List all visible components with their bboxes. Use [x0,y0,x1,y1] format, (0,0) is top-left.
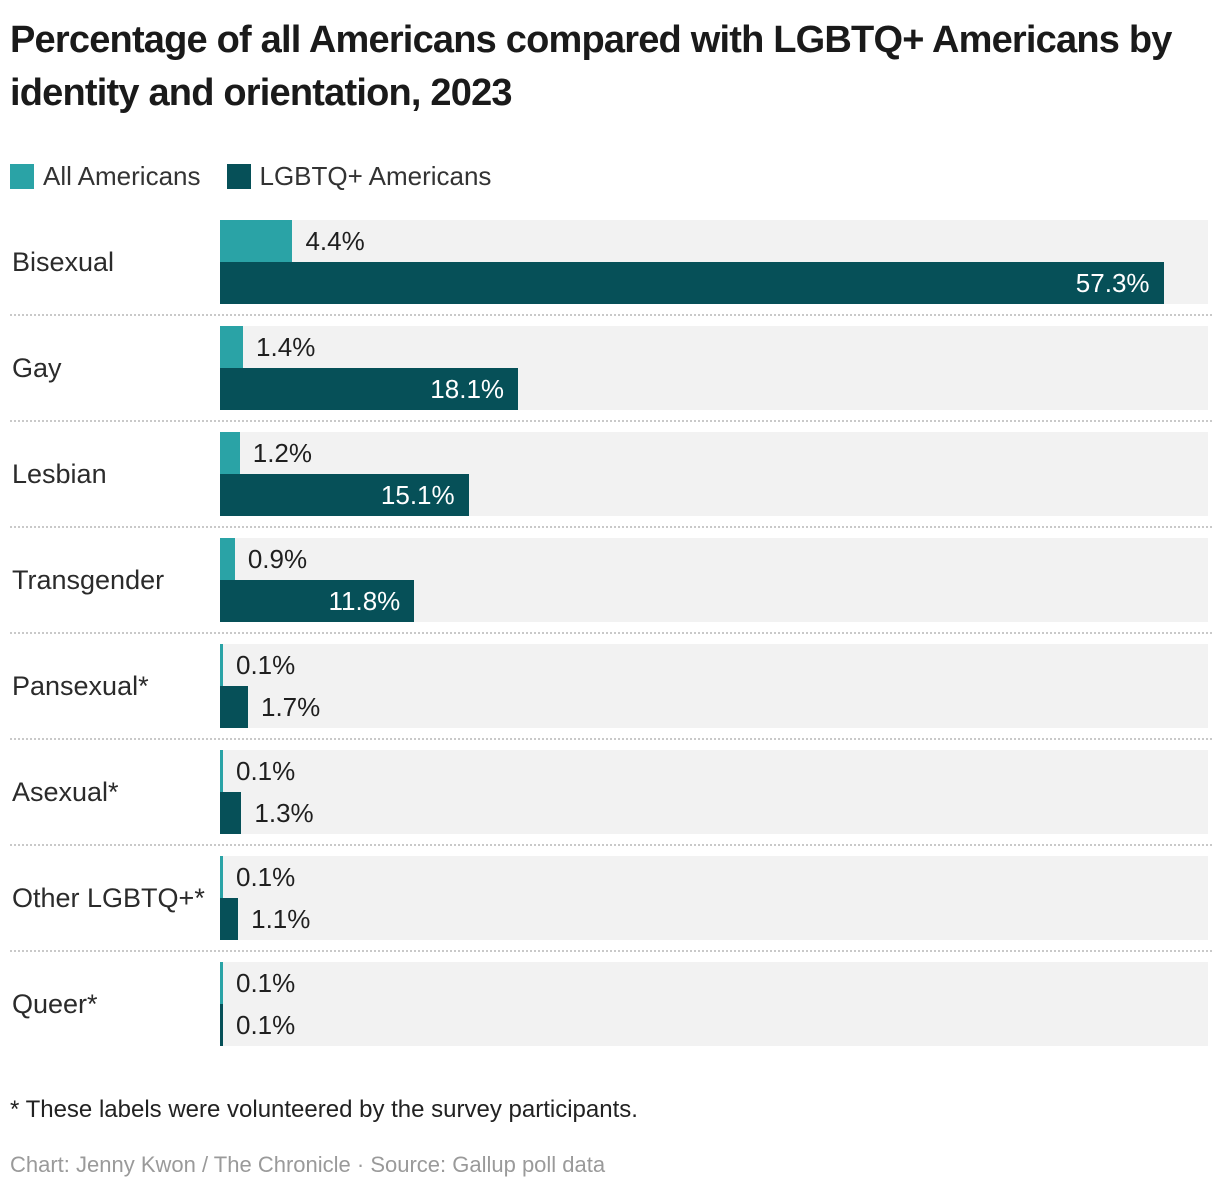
chart-row-lesbian: Lesbian 1.2% 15.1% [0,432,1220,528]
bar-line-all-americans: 1.2% [220,432,1208,474]
chart-row-queer: Queer* 0.1% 0.1% [0,962,1220,1046]
bar-value-label: 1.1% [251,903,311,934]
category-label: Asexual* [12,776,119,807]
row-track: 0.1% 1.7% [220,644,1208,728]
bar-value-label: 0.1% [236,755,296,786]
credit-line: Chart: Jenny Kwon / The Chronicle · Sour… [10,1152,606,1177]
chart-row-asexual: Asexual* 0.1% 1.3% [0,750,1220,846]
bar-value-label: 15.1% [380,479,455,510]
bar-lgbtq-americans: 15.1% [220,474,469,516]
bar-value-label: 0.1% [236,861,296,892]
bar-line-all-americans: 0.9% [220,538,1208,580]
bar-line-all-americans: 4.4% [220,220,1208,262]
category-label: Transgender [12,564,165,595]
row-track: 0.1% 1.3% [220,750,1208,834]
bar-line-lgbtq-americans: 1.3% [220,792,1208,834]
bar-line-all-americans: 1.4% [220,326,1208,368]
legend-label: LGBTQ+ Americans [259,161,492,191]
bar-line-lgbtq-americans: 1.7% [220,686,1208,728]
bar-value-label: 0.1% [236,967,296,998]
bar-lgbtq-americans [220,792,242,834]
category-label: Pansexual* [12,670,149,701]
bar-lgbtq-americans: 57.3% [220,262,1164,304]
bar-all-americans [220,538,235,580]
bar-lgbtq-americans: 11.8% [220,580,415,622]
category-label: Queer* [12,988,98,1019]
bar-lgbtq-americans [220,898,239,940]
row-track: 1.2% 15.1% [220,432,1208,516]
bar-all-americans [220,432,240,474]
chart-row-transgender: Transgender 0.9% 11.8% [0,538,1220,634]
chart-row-pansexual: Pansexual* 0.1% 1.7% [0,644,1220,740]
bar-value-label: 1.2% [252,437,313,468]
row-track: 0.1% 1.1% [220,856,1208,940]
bar-line-all-americans: 0.1% [220,750,1208,792]
bar-line-lgbtq-americans: 1.1% [220,898,1208,940]
legend-item-lgbtq-americans: LGBTQ+ Americans [226,161,492,192]
category-label: Bisexual [12,246,115,277]
chart-title: Percentage of all Americans compared wit… [10,19,1172,114]
bar-line-lgbtq-americans: 15.1% [220,474,1208,516]
bar-all-americans [220,962,223,1004]
bar-line-lgbtq-americans: 57.3% [220,262,1208,304]
row-track: 4.4% 57.3% [220,220,1208,304]
chart-row-other-lgbtq: Other LGBTQ+* 0.1% 1.1% [0,856,1220,952]
bar-line-lgbtq-americans: 0.1% [220,1004,1208,1046]
legend: All Americans LGBTQ+ Americans [10,161,491,192]
bar-all-americans [220,220,293,262]
bar-value-label: 1.4% [256,331,316,362]
legend-item-all-americans: All Americans [10,161,201,192]
row-track: 0.9% 11.8% [220,538,1208,622]
bar-value-label: 1.7% [260,691,321,722]
bar-line-lgbtq-americans: 11.8% [220,580,1208,622]
bar-line-all-americans: 0.1% [220,644,1208,686]
bar-value-label: 0.1% [236,1009,296,1040]
bar-value-label: 18.1% [430,373,505,404]
legend-label: All Americans [43,161,201,191]
bar-line-lgbtq-americans: 18.1% [220,368,1208,410]
chart-row-gay: Gay 1.4% 18.1% [0,326,1220,422]
bar-lgbtq-americans [220,1004,223,1046]
legend-swatch-icon [226,164,251,189]
category-label: Other LGBTQ+* [12,882,205,913]
footnote: * These labels were volunteered by the s… [10,1096,638,1123]
bar-all-americans [220,326,244,368]
bar-all-americans [220,750,223,792]
bar-value-label: 4.4% [305,225,365,256]
category-label: Gay [12,352,62,383]
row-track: 0.1% 0.1% [220,962,1208,1046]
bar-value-label: 1.3% [254,797,314,828]
bar-value-label: 57.3% [1075,267,1150,298]
bar-line-all-americans: 0.1% [220,962,1208,1004]
bar-lgbtq-americans: 18.1% [220,368,519,410]
bar-chart: Bisexual 4.4% 57.3% Gay 1.4% 18.1% [0,220,1220,1046]
bar-value-label: 0.9% [247,543,308,574]
bar-line-all-americans: 0.1% [220,856,1208,898]
category-label: Lesbian [12,458,107,489]
bar-all-americans [220,856,223,898]
bar-value-label: 11.8% [328,585,401,616]
bar-all-americans [220,644,223,686]
row-track: 1.4% 18.1% [220,326,1208,410]
bar-value-label: 0.1% [236,649,296,680]
chart-row-bisexual: Bisexual 4.4% 57.3% [0,220,1220,316]
legend-swatch-icon [10,164,34,189]
bar-lgbtq-americans [220,686,248,728]
